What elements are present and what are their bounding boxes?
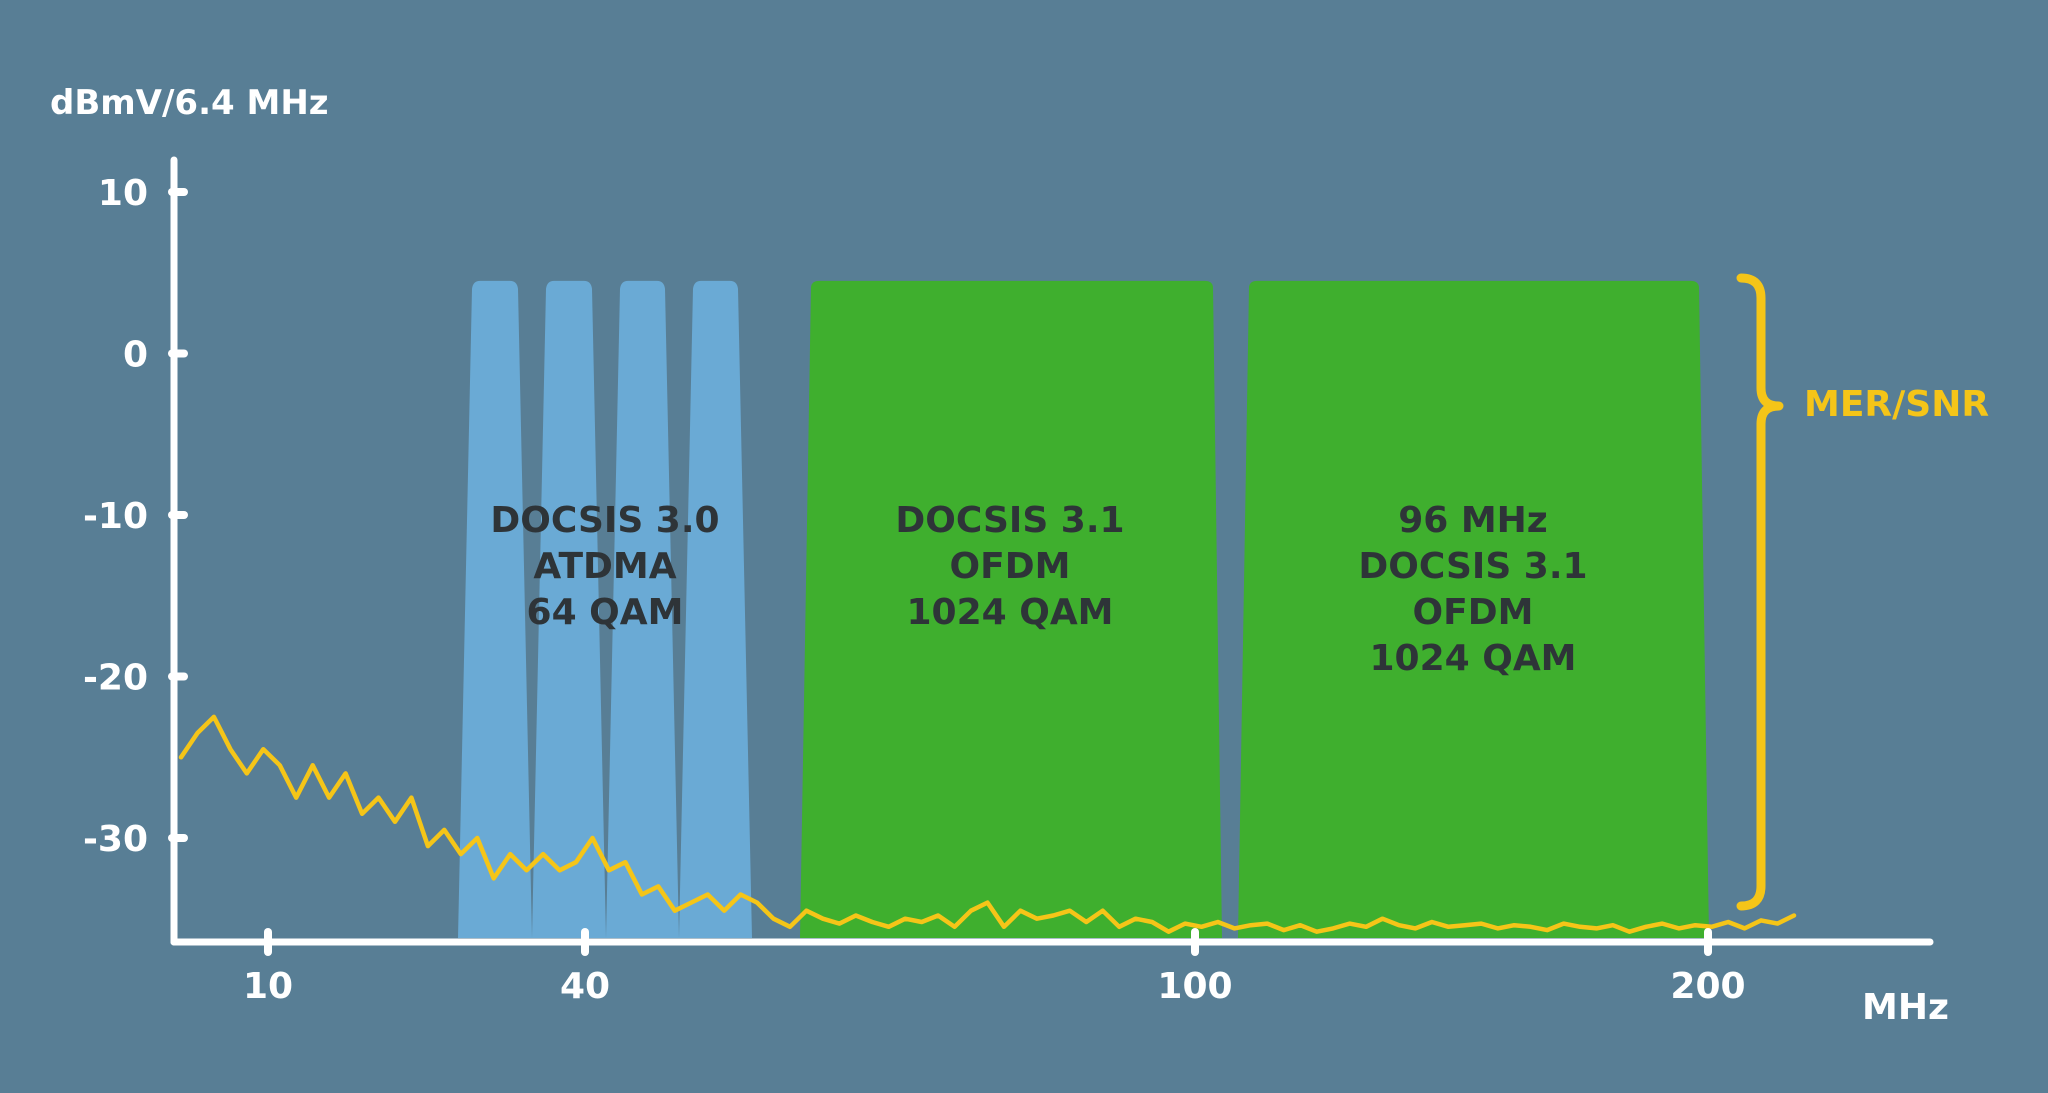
ofdm-channel-block [800,280,1222,938]
atdma-channel [679,280,752,938]
block-label-line: 1024 QAM [1369,638,1576,679]
x-tick-label: 10 [243,966,293,1007]
mer-snr-brace [1736,273,1784,911]
ofdm-channel-block [1238,280,1709,938]
x-axis-title: MHz [1862,987,1949,1028]
y-tick-label: -30 [83,819,148,860]
y-tick-label: 0 [123,335,148,376]
block-label-line: DOCSIS 3.1 [1358,546,1587,587]
block-label-line: 1024 QAM [906,592,1113,633]
y-tick-label: -10 [83,496,148,537]
axes: dBmV/6.4 MHz MHz [50,83,1949,1028]
noise-floor-line [178,714,1797,934]
x-tick-label: 100 [1157,966,1232,1007]
block-label-line: OFDM [950,546,1071,587]
mer-snr-label: MER/SNR [1804,384,1989,425]
block-label-line: OFDM [1413,592,1534,633]
block-label-line: 96 MHz [1398,500,1548,541]
y-axis-title: dBmV/6.4 MHz [50,83,329,123]
block-label-line: ATDMA [533,546,676,587]
y-tick-label: 10 [98,173,148,214]
channel-blocks [458,280,1709,938]
atdma-channel [532,280,606,938]
block-label-line: DOCSIS 3.0 [490,500,719,541]
x-tick-label: 40 [560,966,610,1007]
noise-floor-series [178,714,1797,934]
atdma-channel [606,280,679,938]
block-label-line: DOCSIS 3.1 [895,500,1124,541]
x-tick-label: 200 [1670,966,1745,1007]
channel-block-labels: DOCSIS 3.0 ATDMA 64 QAM DOCSIS 3.1 OFDM 1024 … [490,500,1587,679]
atdma-channel [458,280,532,938]
y-tick-label: -20 [83,658,148,699]
mer-snr-annotation: MER/SNR [1736,273,1989,911]
block-label-line: 64 QAM [527,592,684,633]
